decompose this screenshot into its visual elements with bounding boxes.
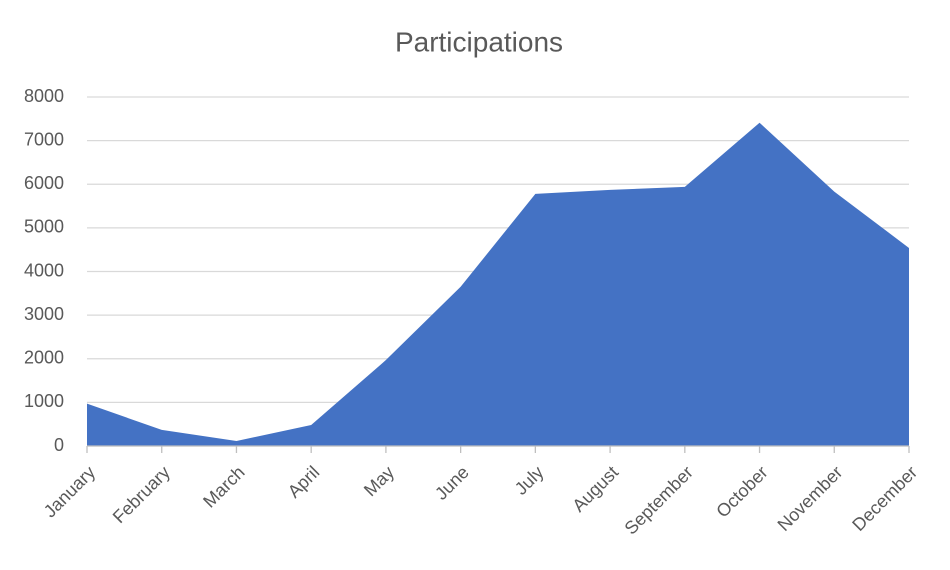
y-tick-label: 7000 — [24, 129, 64, 149]
y-tick-label: 0 — [54, 435, 64, 455]
chart-title: Participations — [395, 26, 563, 57]
y-tick-label: 4000 — [24, 260, 64, 280]
x-tick-label: August — [569, 462, 623, 516]
y-tick-label: 8000 — [24, 86, 64, 106]
x-tick-label: March — [199, 462, 249, 512]
x-tick-label: September — [621, 462, 697, 538]
y-tick-label: 3000 — [24, 304, 64, 324]
x-tick-label: June — [431, 462, 473, 504]
x-tick-label: July — [511, 462, 548, 499]
y-tick-label: 5000 — [24, 217, 64, 237]
area — [87, 122, 909, 447]
y-tick-label: 6000 — [24, 173, 64, 193]
y-tick-label: 1000 — [24, 391, 64, 411]
x-tick-label: May — [360, 462, 398, 500]
y-tick-label: 2000 — [24, 348, 64, 368]
x-tick-label: November — [774, 462, 847, 535]
x-tick-label: April — [284, 462, 324, 502]
x-tick-label: February — [109, 462, 174, 527]
x-tick-label: December — [848, 462, 921, 535]
x-tick-label: January — [40, 462, 99, 521]
x-tick-label: October — [712, 462, 771, 521]
